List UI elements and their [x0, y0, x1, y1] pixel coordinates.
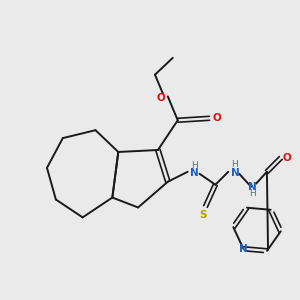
- Text: S: S: [200, 210, 207, 220]
- Text: H: H: [231, 160, 238, 169]
- Text: N: N: [239, 244, 248, 254]
- Text: H: H: [191, 161, 198, 170]
- Text: N: N: [248, 182, 256, 192]
- Text: N: N: [190, 168, 199, 178]
- Text: O: O: [212, 113, 221, 123]
- Text: N: N: [231, 168, 240, 178]
- Text: H: H: [249, 189, 255, 198]
- Text: O: O: [282, 153, 291, 163]
- Text: O: O: [157, 94, 165, 103]
